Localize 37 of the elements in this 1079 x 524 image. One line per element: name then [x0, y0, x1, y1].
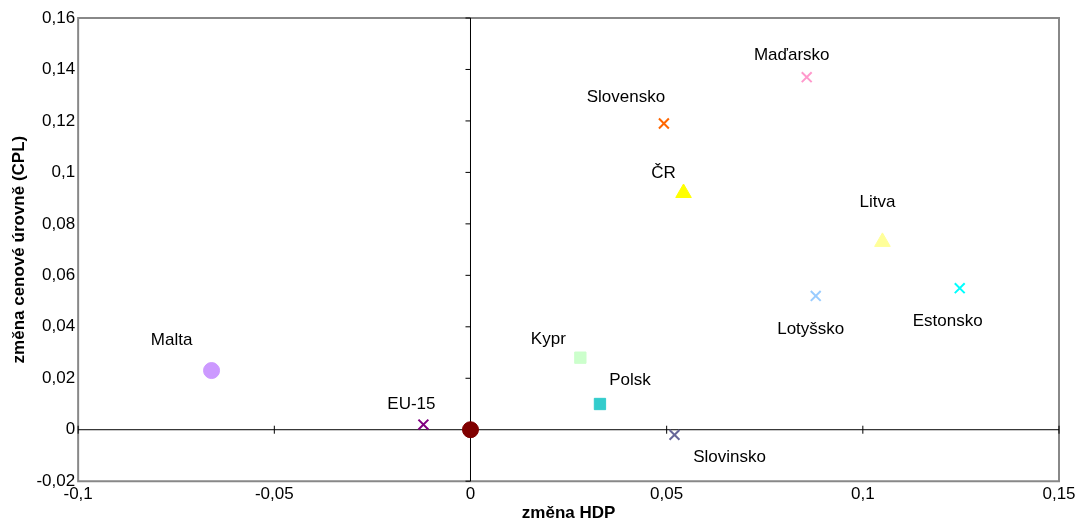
series-label: EU-15 — [387, 394, 436, 414]
point — [593, 397, 607, 411]
y-tick-label: 0,12 — [42, 110, 76, 130]
series-label: Estonsko — [912, 310, 983, 330]
y-tick-label: 0,08 — [42, 213, 76, 233]
y-tick-label: 0,06 — [42, 265, 76, 285]
y-tick-label: 0,04 — [42, 316, 76, 336]
series-label: Malta — [150, 330, 193, 350]
x-tick-label: 0 — [465, 484, 476, 504]
point — [668, 428, 681, 441]
x-tick-label: 0,1 — [851, 484, 875, 504]
series-label: Polsk — [609, 369, 652, 389]
y-tick-label: 0,16 — [42, 7, 76, 27]
point — [203, 362, 221, 380]
x-tick-label: 0,15 — [1042, 484, 1076, 504]
y-tick-label: 0,1 — [51, 162, 76, 182]
x-axis-title: změna HDP — [521, 503, 616, 523]
series-label: Slovensko — [586, 87, 666, 107]
point — [461, 421, 479, 439]
y-tick-label: 0,02 — [42, 367, 76, 387]
point — [574, 351, 587, 364]
series-label: Slovinsko — [693, 446, 766, 466]
y-tick-label: 0,14 — [42, 59, 76, 79]
series-label: Litva — [859, 191, 896, 211]
series-label: Lotyšsko — [777, 318, 845, 338]
series-label: ČR — [651, 162, 676, 182]
point — [657, 117, 670, 130]
x-tick-label: -0,05 — [254, 484, 294, 504]
y-tick-label: 0 — [65, 419, 76, 439]
point — [953, 282, 966, 295]
series-label: Maďarsko — [753, 44, 830, 64]
point — [809, 289, 822, 302]
point — [800, 71, 813, 84]
series-label: Kypr — [530, 329, 567, 349]
y-axis-title: změna cenové úrovně (CPL) — [8, 135, 28, 364]
x-tick-label: 0,05 — [650, 484, 684, 504]
point — [417, 418, 430, 431]
